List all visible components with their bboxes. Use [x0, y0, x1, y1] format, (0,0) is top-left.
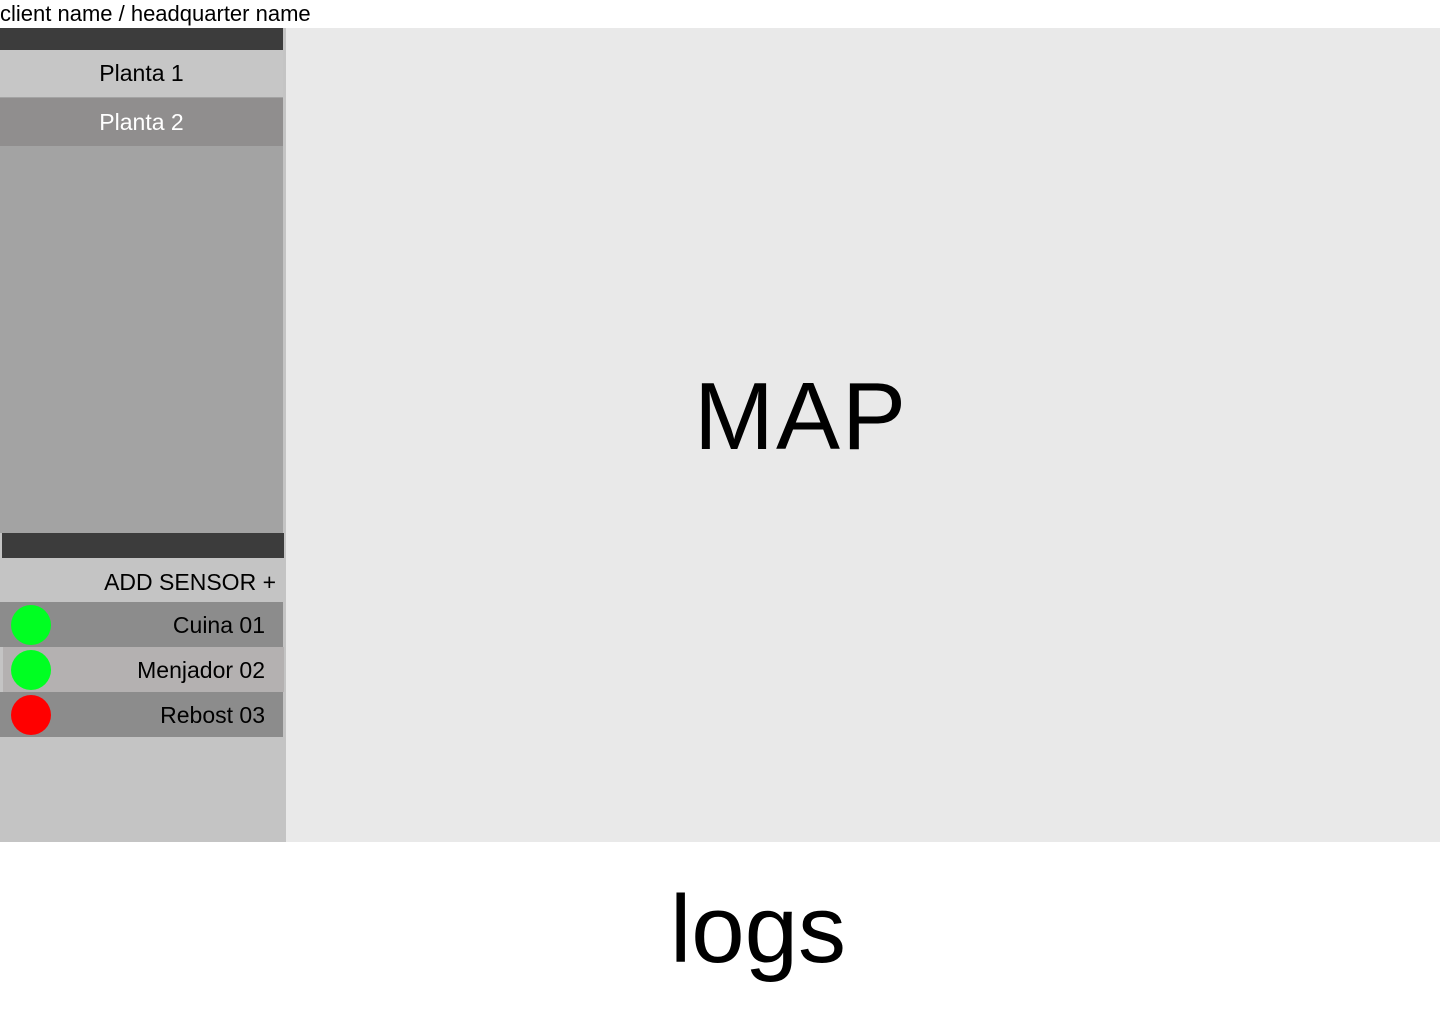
- sidebar: Planta 1 Planta 2 ADD SENSOR + Cuina 01 …: [0, 28, 286, 842]
- sensor-item-label: Menjador 02: [137, 657, 265, 683]
- sensor-item-cuina-01[interactable]: Cuina 01: [0, 602, 283, 647]
- add-sensor-button[interactable]: ADD SENSOR +: [0, 559, 286, 602]
- page-title: client name / headquarter name: [0, 1, 311, 26]
- status-indicator-icon: [11, 695, 51, 735]
- sensor-item-rebost-03[interactable]: Rebost 03: [0, 692, 283, 737]
- floor-item-planta-2[interactable]: Planta 2: [0, 98, 283, 146]
- map-placeholder-label: MAP: [693, 363, 909, 470]
- status-indicator-icon: [11, 605, 51, 645]
- floor-item-label: Planta 2: [99, 109, 184, 135]
- status-indicator-icon: [11, 650, 51, 690]
- sensor-item-label: Cuina 01: [172, 612, 265, 638]
- sensor-item-label: Rebost 03: [160, 702, 265, 728]
- floors-panel: Planta 1 Planta 2: [0, 28, 283, 533]
- sensor-item-menjador-02[interactable]: Menjador 02: [3, 647, 284, 692]
- floors-header-bar: [0, 28, 283, 50]
- logs-area: logs: [0, 842, 1440, 1024]
- floor-item-label: Planta 1: [99, 60, 184, 86]
- map-area[interactable]: MAP: [286, 28, 1440, 842]
- logs-placeholder-label: logs: [669, 876, 847, 983]
- sensors-header-bar: [2, 533, 284, 558]
- floor-item-planta-1[interactable]: Planta 1: [0, 50, 283, 97]
